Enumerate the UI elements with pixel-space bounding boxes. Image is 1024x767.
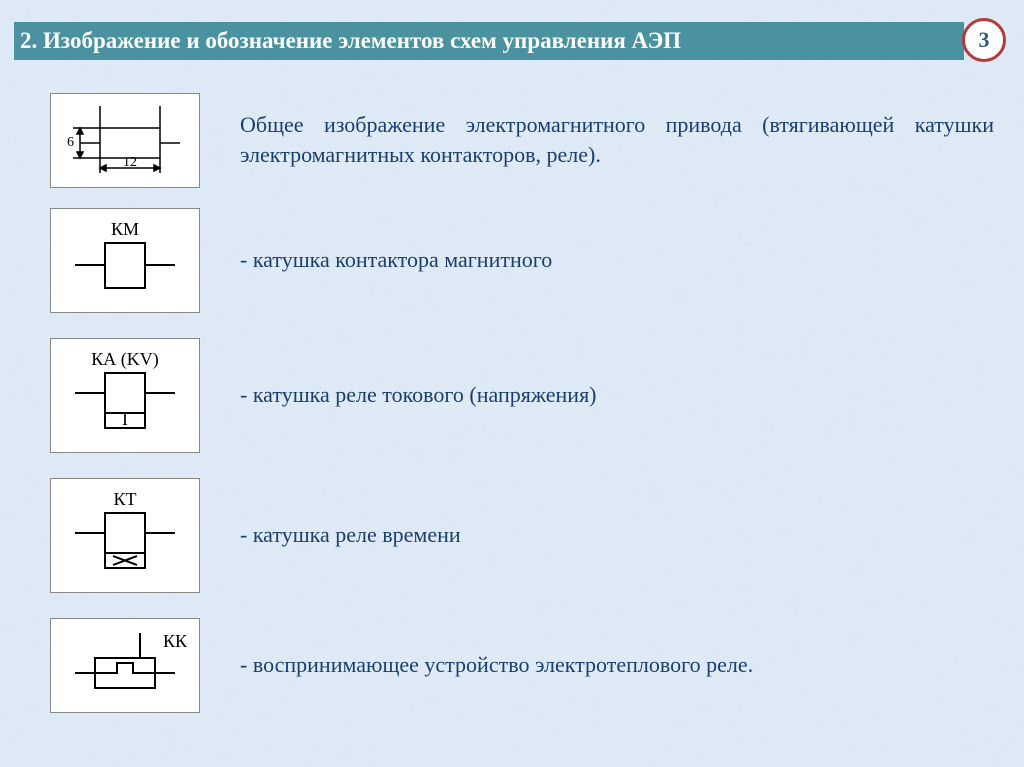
row-kk: КК - воспринимающее устройство электроте… [30, 610, 994, 720]
symbol-kt: КТ [50, 478, 200, 593]
section-header-text: 2. Изображение и обозначение элементов с… [20, 28, 681, 54]
symbol-ka: КА (KV) I [50, 338, 200, 453]
row-ka: КА (KV) I - катушка реле токового (напря… [30, 330, 994, 460]
label-ka: КА (KV) [91, 349, 159, 370]
desc-ka: - катушка реле токового (напряжения) [240, 382, 994, 408]
label-kt: КТ [113, 489, 136, 509]
row-km: КМ - катушка контактора магнитного [30, 200, 994, 320]
symbol-kk: КК [50, 618, 200, 713]
content-area: 6 12 Общее изображение электромагнитного… [0, 80, 1024, 730]
row-kt: КТ - катушка реле времени [30, 470, 994, 600]
desc-kk: - воспринимающее устройство электротепло… [240, 652, 994, 678]
label-km: КМ [111, 219, 139, 239]
desc-kt: - катушка реле времени [240, 522, 994, 548]
mark-ka: I [122, 409, 128, 429]
page-number: 3 [979, 27, 990, 53]
desc-general: Общее изображение электромагнитного прив… [240, 110, 994, 169]
row-general: 6 12 Общее изображение электромагнитного… [30, 90, 994, 190]
label-kk: КК [163, 631, 188, 651]
page-number-badge: 3 [962, 18, 1006, 62]
dim-height: 6 [67, 135, 74, 150]
desc-km: - катушка контактора магнитного [240, 247, 994, 273]
symbol-general-coil: 6 12 [50, 93, 200, 188]
dim-width: 12 [123, 155, 137, 170]
section-header: 2. Изображение и обозначение элементов с… [14, 22, 964, 60]
symbol-km: КМ [50, 208, 200, 313]
